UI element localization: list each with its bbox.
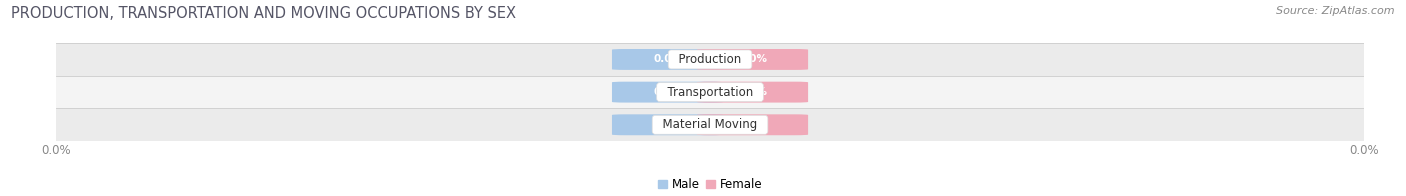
Bar xyxy=(56,76,1364,108)
Text: Production: Production xyxy=(671,53,749,66)
Text: 0.0%: 0.0% xyxy=(652,120,682,130)
FancyBboxPatch shape xyxy=(612,114,723,135)
Text: Transportation: Transportation xyxy=(659,86,761,99)
Text: PRODUCTION, TRANSPORTATION AND MOVING OCCUPATIONS BY SEX: PRODUCTION, TRANSPORTATION AND MOVING OC… xyxy=(11,6,516,21)
Bar xyxy=(56,108,1364,141)
Text: 0.0%: 0.0% xyxy=(738,54,768,64)
Text: 0.0%: 0.0% xyxy=(738,120,768,130)
FancyBboxPatch shape xyxy=(612,82,723,103)
Text: 0.0%: 0.0% xyxy=(652,54,682,64)
FancyBboxPatch shape xyxy=(697,82,808,103)
Text: Source: ZipAtlas.com: Source: ZipAtlas.com xyxy=(1277,6,1395,16)
Text: 0.0%: 0.0% xyxy=(652,87,682,97)
Legend: Male, Female: Male, Female xyxy=(652,173,768,196)
Text: Material Moving: Material Moving xyxy=(655,118,765,131)
FancyBboxPatch shape xyxy=(612,49,723,70)
Bar xyxy=(56,43,1364,76)
Text: 0.0%: 0.0% xyxy=(738,87,768,97)
FancyBboxPatch shape xyxy=(697,49,808,70)
FancyBboxPatch shape xyxy=(697,114,808,135)
